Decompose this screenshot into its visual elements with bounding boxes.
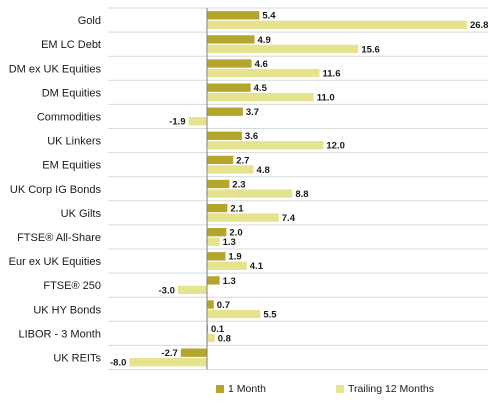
value-label-trailing-12-months: 7.4	[282, 213, 296, 224]
bar-trailing-12-months	[207, 189, 293, 198]
category-label: LIBOR - 3 Month	[18, 328, 101, 340]
bar-1-month	[207, 59, 252, 68]
bar-1-month	[207, 179, 230, 189]
category-label: Commodities	[37, 111, 102, 123]
value-label-1-month: 3.6	[245, 131, 258, 142]
value-label-trailing-12-months: 4.1	[250, 261, 264, 272]
value-label-1-month: 4.6	[255, 59, 268, 70]
bar-trailing-12-months	[207, 333, 215, 343]
bar-1-month	[207, 203, 228, 213]
value-label-trailing-12-months: 1.3	[223, 237, 236, 248]
value-label-trailing-12-months: 11.0	[317, 92, 335, 103]
bar-1-month	[207, 276, 220, 285]
value-label-1-month: 2.7	[236, 155, 249, 166]
value-label-trailing-12-months: 12.0	[326, 141, 345, 152]
bar-trailing-12-months	[207, 213, 279, 222]
value-label-1-month: 2.3	[232, 179, 245, 190]
legend: 1 Month Trailing 12 Months	[216, 383, 434, 395]
value-label-trailing-12-months: -3.0	[159, 285, 175, 296]
value-label-trailing-12-months: -8.0	[110, 358, 126, 369]
value-label-trailing-12-months: 5.5	[263, 309, 277, 320]
value-label-trailing-12-months: -1.9	[169, 117, 185, 128]
category-label: Eur ex UK Equities	[9, 256, 102, 268]
bar-1-month	[207, 83, 251, 92]
bar-1-month	[207, 131, 242, 140]
value-label-1-month: 4.5	[254, 83, 268, 94]
category-label: DM Equities	[42, 87, 102, 99]
value-label-trailing-12-months: 11.6	[323, 68, 341, 79]
bar-1-month	[180, 348, 207, 357]
value-label-trailing-12-months: 4.8	[257, 165, 270, 176]
value-label-1-month: 4.9	[258, 35, 271, 46]
category-label: UK HY Bonds	[33, 304, 101, 316]
bar-trailing-12-months	[207, 261, 247, 270]
bar-1-month	[207, 11, 260, 20]
legend-swatch	[216, 385, 224, 393]
legend-label: Trailing 12 Months	[348, 383, 434, 395]
bar-1-month	[207, 35, 255, 44]
value-label-trailing-12-months: 15.6	[361, 44, 380, 55]
legend-swatch	[336, 385, 344, 393]
bar-trailing-12-months	[207, 92, 314, 102]
value-label-1-month: -2.7	[161, 348, 177, 359]
bar-trailing-12-months	[207, 165, 254, 174]
category-label: Gold	[78, 15, 101, 27]
value-label-trailing-12-months: 26.8	[470, 20, 489, 31]
category-label: UK REITs	[53, 352, 101, 364]
value-label-1-month: 1.3	[223, 276, 236, 287]
bar-trailing-12-months	[207, 44, 359, 54]
bar-trailing-12-months	[207, 20, 467, 29]
plot-area: Gold 5.4 26.8 EM LC Debt 4.9 15.6 DM ex UK Equ…	[9, 7, 489, 370]
category-label: UK Linkers	[47, 136, 101, 148]
value-label-1-month: 1.9	[228, 252, 241, 263]
bar-1-month	[207, 252, 226, 261]
legend-label: 1 Month	[228, 383, 266, 395]
bar-1-month	[207, 107, 243, 116]
value-label-trailing-12-months: 0.8	[218, 333, 231, 344]
category-label: FTSE® 250	[43, 280, 101, 292]
value-label-trailing-12-months: 8.8	[295, 189, 308, 200]
category-label: DM ex UK Equities	[9, 63, 102, 75]
category-label: UK Gilts	[61, 208, 102, 220]
bar-1-month	[207, 155, 234, 165]
bar-trailing-12-months	[207, 68, 320, 78]
bar-1-month	[207, 300, 214, 309]
bar-trailing-12-months	[129, 358, 207, 367]
bar-trailing-12-months	[207, 237, 220, 246]
bar-trailing-12-months	[207, 309, 261, 319]
category-label: UK Corp IG Bonds	[10, 184, 102, 196]
value-label-1-month: 2.0	[229, 228, 242, 239]
category-label: EM LC Debt	[41, 39, 101, 51]
value-label-1-month: 0.7	[217, 300, 230, 311]
value-label-1-month: 2.1	[230, 203, 244, 214]
bar-trailing-12-months	[207, 141, 324, 150]
bar-trailing-12-months	[177, 285, 207, 295]
value-label-1-month: 5.4	[262, 11, 276, 22]
value-label-1-month: 3.7	[246, 107, 259, 118]
value-label-1-month: 0.1	[211, 324, 225, 335]
bar-1-month	[207, 228, 227, 237]
category-label: FTSE® All-Share	[17, 232, 101, 244]
category-label: EM Equities	[42, 160, 101, 172]
bar-trailing-12-months	[188, 117, 207, 126]
